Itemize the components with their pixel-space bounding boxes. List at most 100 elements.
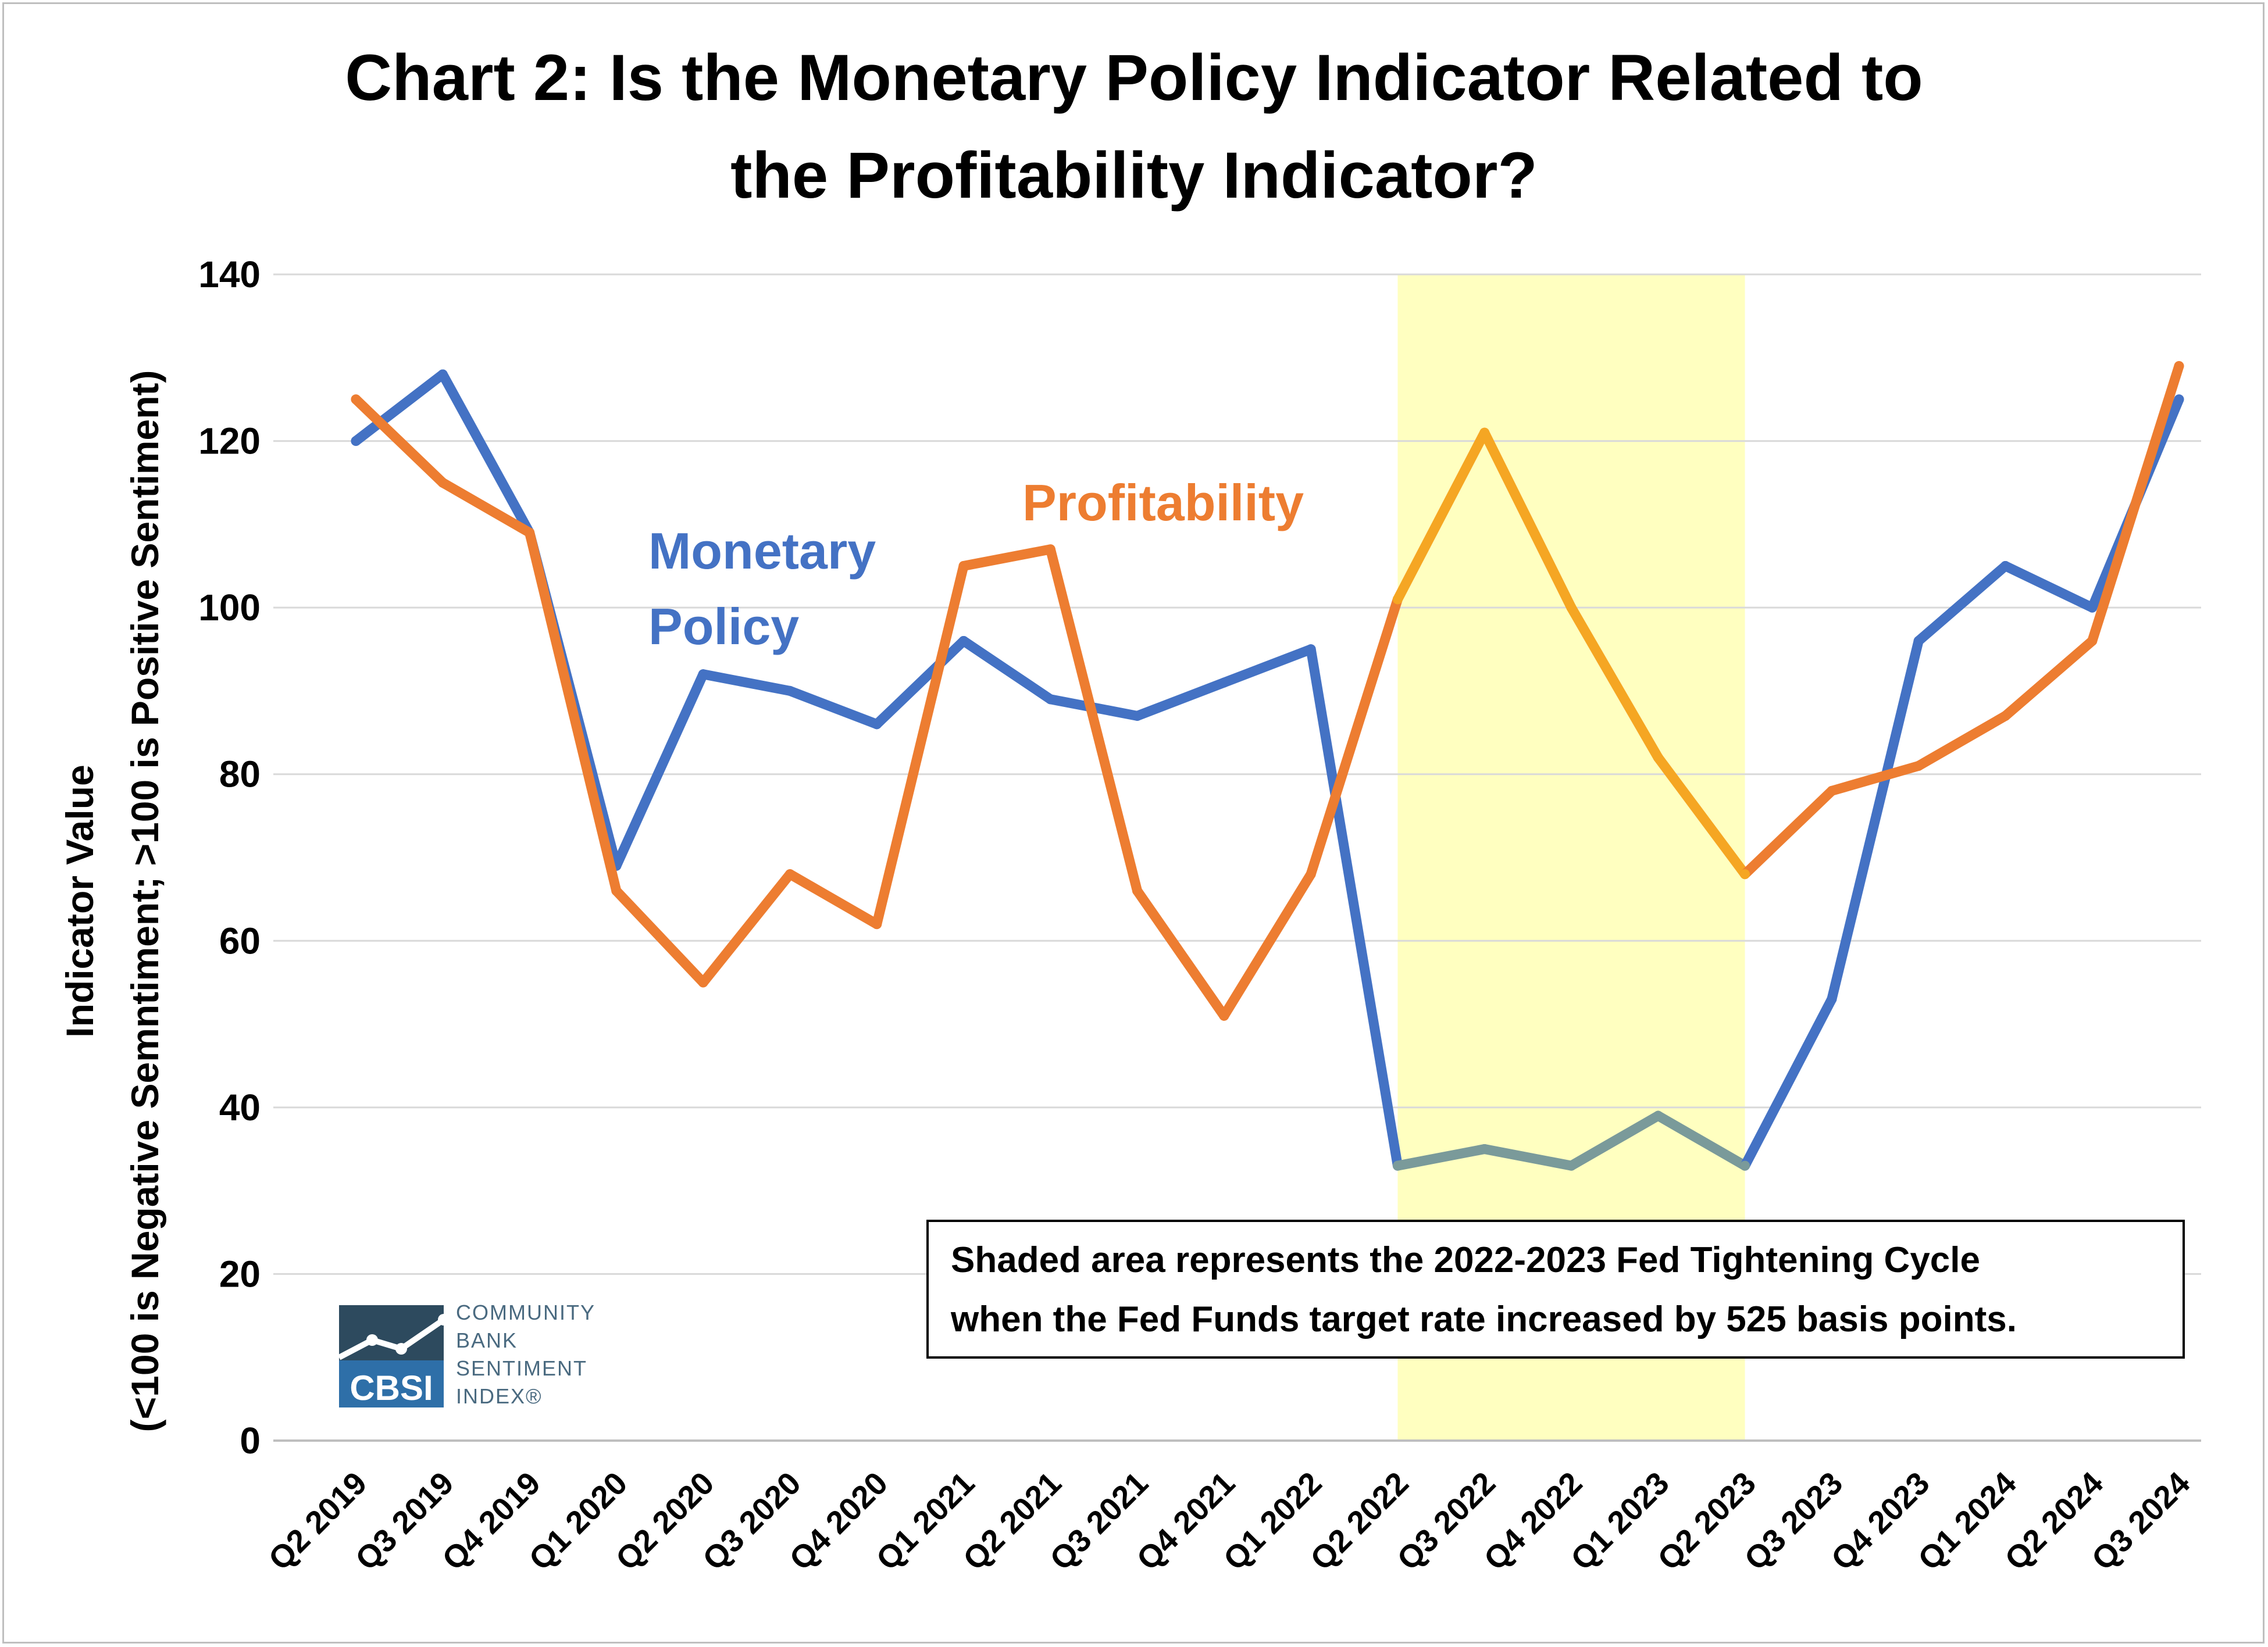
profitability-segment <box>2000 635 2098 721</box>
monetary-policy-point <box>1392 1160 1403 1171</box>
y-tick-label: 20 <box>219 1253 261 1295</box>
profitability-point <box>2000 710 2010 721</box>
profitability-point <box>1479 427 1490 438</box>
profitability-point <box>1045 544 1055 555</box>
series-lines <box>351 361 2184 1171</box>
profitability-point <box>1132 885 1143 896</box>
monetary-policy-point <box>2174 394 2184 405</box>
profitability-segment <box>1653 752 1750 880</box>
monetary-policy-point <box>2087 602 2098 613</box>
cbsi-logo: CBSI COMMUNITY BANK SENTIMENT INDEX® <box>337 1301 595 1408</box>
monetary-policy-point <box>872 719 882 730</box>
annotation-box-border <box>926 1220 2185 1359</box>
profitability-point <box>1913 760 1924 771</box>
monetary-policy-segment <box>1653 1110 1750 1171</box>
profitability-segment <box>2087 361 2184 646</box>
profitability-segment <box>351 394 448 488</box>
monetary-policy-point <box>1045 694 1055 705</box>
monetary-policy-label-line-2: Policy <box>648 598 799 655</box>
profitability-segment <box>1566 602 1663 763</box>
y-tick-label: 60 <box>219 920 261 962</box>
monetary-policy-segment <box>784 685 882 730</box>
monetary-policy-point <box>437 369 448 380</box>
profitability-point <box>958 561 969 571</box>
monetary-policy-point <box>698 669 708 680</box>
profitability-point <box>1392 594 1403 605</box>
profitability-segment <box>1740 785 1837 880</box>
monetary-policy-label-line-1: Monetary <box>648 522 876 580</box>
y-tick-label: 0 <box>240 1420 261 1462</box>
x-tick-label: Q3 2024 <box>2084 1464 2196 1577</box>
monetary-policy-point <box>1479 1144 1490 1154</box>
chart-title-line-2: the Profitability Indicator? <box>730 139 1538 212</box>
monetary-policy-point <box>958 635 969 646</box>
annotation-line-1: Shaded area represents the 2022-2023 Fed… <box>951 1240 1980 1280</box>
profitability-point <box>2174 361 2184 371</box>
monetary-policy-segment <box>2000 561 2098 613</box>
y-tick-label: 40 <box>219 1087 261 1128</box>
profitability-point <box>525 527 535 538</box>
profitability-segment <box>611 885 708 988</box>
y-axis-label-line-1: Indicator Value <box>58 764 101 1037</box>
monetary-policy-segment <box>1392 1144 1490 1171</box>
profitability-label: Profitability <box>1022 474 1304 531</box>
profitability-segment <box>1827 760 1924 796</box>
profitability-segment <box>784 869 882 930</box>
monetary-policy-segment <box>698 669 795 696</box>
gridlines <box>273 273 2201 1442</box>
profitability-segment <box>437 477 535 538</box>
profitability-point <box>872 919 882 930</box>
profitability-point <box>1653 752 1663 763</box>
profitability-segment <box>1479 427 1577 613</box>
logo-text-line-3: SENTIMENT <box>456 1356 587 1380</box>
y-tick-label: 120 <box>198 420 261 462</box>
monetary-policy-segment <box>1132 677 1229 721</box>
monetary-policy-point <box>1132 710 1143 721</box>
profitability-segment <box>1306 594 1403 880</box>
annotation-box: Shaded area represents the 2022-2023 Fed… <box>926 1220 2185 1359</box>
profitability-point <box>1566 602 1577 613</box>
profitability-segment <box>872 561 969 930</box>
logo-point-icon <box>438 1314 450 1326</box>
monetary-policy-point <box>1827 994 1837 1005</box>
monetary-policy-point <box>1913 635 1924 646</box>
profitability-segment <box>1913 710 2010 771</box>
monetary-policy-segment <box>1827 635 1924 1005</box>
profitability-segment <box>1219 869 1316 1021</box>
monetary-policy-segment <box>1479 1144 1577 1171</box>
profitability-segment <box>698 869 795 988</box>
y-axis-ticks: 0 20 40 60 80 100 120 140 <box>198 253 261 1462</box>
annotation-line-2: when the Fed Funds target rate increased… <box>950 1299 2017 1339</box>
y-tick-label: 100 <box>198 587 261 628</box>
monetary-policy-point <box>1306 644 1316 655</box>
profitability-point <box>1306 869 1316 880</box>
profitability-point <box>1219 1010 1229 1021</box>
monetary-policy-segment <box>1219 644 1316 688</box>
logo-mark-text: CBSI <box>350 1369 433 1407</box>
profitability-point <box>437 477 448 488</box>
monetary-policy-segment <box>351 369 448 446</box>
monetary-policy-point <box>2000 561 2010 571</box>
profitability-segment <box>1045 544 1143 896</box>
logo-text-line-1: COMMUNITY <box>456 1301 595 1324</box>
monetary-policy-point <box>351 436 361 446</box>
logo-point-icon <box>366 1334 378 1346</box>
logo-text-line-4: INDEX® <box>456 1384 543 1408</box>
monetary-policy-segment <box>611 669 708 871</box>
profitability-point <box>1740 869 1750 880</box>
profitability-point <box>611 885 622 896</box>
monetary-policy-segment <box>1566 1110 1663 1171</box>
monetary-policy-point <box>1219 677 1229 688</box>
logo-point-icon <box>395 1343 407 1355</box>
monetary-policy-segment <box>1740 994 1837 1171</box>
profitability-segment <box>1392 427 1490 605</box>
y-tick-label: 140 <box>198 253 261 295</box>
profitability-segment <box>525 527 622 896</box>
monetary-policy-point <box>1740 1160 1750 1171</box>
logo-text-line-2: BANK <box>456 1328 518 1352</box>
chart-title-line-1: Chart 2: Is the Monetary Policy Indicato… <box>345 41 1923 114</box>
monetary-policy-point <box>784 685 795 696</box>
monetary-policy-segment <box>958 635 1055 705</box>
